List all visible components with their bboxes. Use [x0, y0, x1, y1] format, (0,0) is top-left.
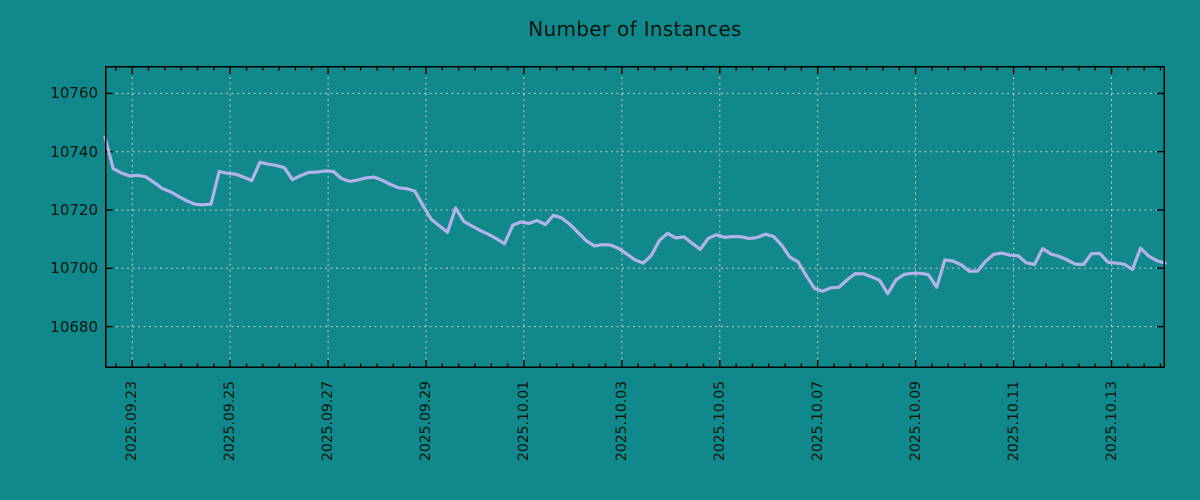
series-line [103, 135, 1167, 296]
x-tick-label: 2025.10.01 [516, 380, 532, 462]
x-tick-label: 2025.09.23 [124, 380, 140, 462]
x-tick-label: 2025.10.09 [908, 380, 924, 462]
x-tick-label: 2025.10.07 [810, 380, 826, 462]
plot-area [103, 66, 1167, 368]
y-tick-label: 10760 [50, 84, 98, 102]
y-tick-label: 10740 [50, 143, 98, 161]
y-tick-label: 10700 [50, 259, 98, 277]
x-tick-label: 2025.09.25 [222, 380, 238, 462]
y-tick-label: 10720 [50, 201, 98, 219]
plot-border [105, 66, 1165, 368]
plot-svg [103, 66, 1167, 368]
x-tick-label: 2025.10.11 [1006, 380, 1022, 462]
x-tick-label: 2025.09.27 [320, 380, 336, 462]
x-tick-label: 2025.10.05 [712, 380, 728, 462]
x-tick-label: 2025.10.03 [614, 380, 630, 462]
chart-title: Number of Instances [528, 17, 742, 41]
x-tick-label: 2025.09.29 [418, 380, 434, 462]
x-tick-label: 2025.10.13 [1104, 380, 1120, 462]
y-tick-label: 10680 [50, 318, 98, 336]
